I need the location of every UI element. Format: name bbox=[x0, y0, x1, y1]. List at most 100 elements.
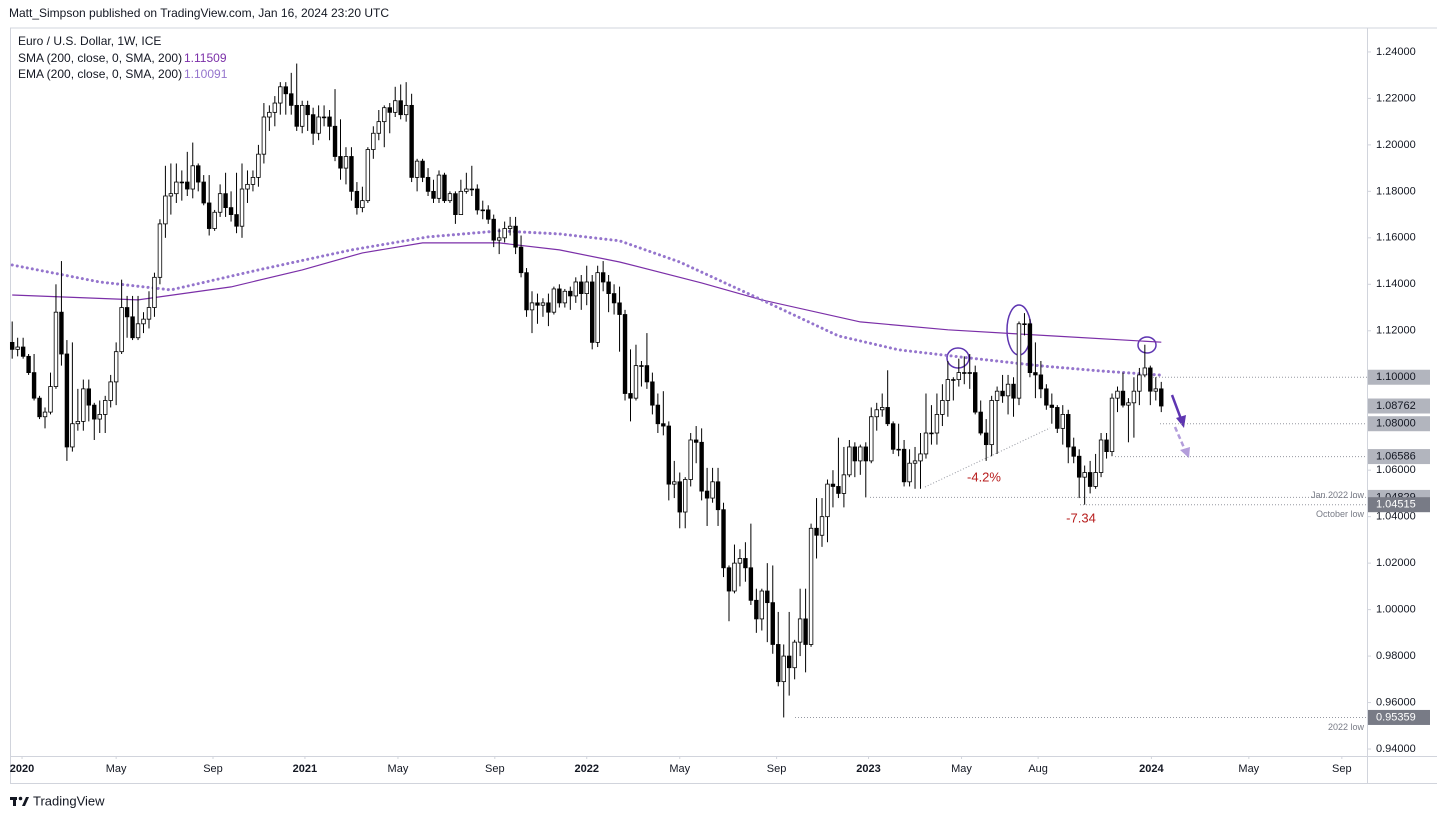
candle-body bbox=[393, 100, 398, 113]
y-tick-label: 0.94000 bbox=[1376, 743, 1416, 755]
y-tick-label: 0.96000 bbox=[1376, 696, 1416, 708]
candle-body bbox=[113, 351, 119, 383]
candle-body bbox=[1087, 472, 1093, 487]
candle-body bbox=[863, 446, 868, 462]
candle-body bbox=[721, 509, 726, 569]
legend-indicator: EMA (200, close, 0, SMA, 200) bbox=[18, 67, 182, 81]
candle-body bbox=[376, 121, 381, 134]
candle-body bbox=[97, 414, 102, 420]
y-tick-label: 1.04000 bbox=[1376, 511, 1416, 523]
indicator-line bbox=[12, 242, 1162, 343]
candle-body bbox=[693, 439, 699, 443]
level-note: October low bbox=[1316, 509, 1365, 519]
candle-body bbox=[64, 353, 70, 448]
candle-body bbox=[321, 116, 327, 119]
candle-body bbox=[310, 114, 316, 134]
candle-body bbox=[20, 346, 26, 357]
candle-body bbox=[1011, 383, 1016, 399]
candle-body bbox=[382, 107, 387, 123]
candle-body bbox=[732, 562, 737, 592]
candle-body bbox=[420, 160, 425, 178]
candle-body bbox=[234, 214, 239, 227]
candle-body bbox=[978, 411, 983, 434]
candle-body bbox=[267, 111, 272, 118]
candle-body bbox=[776, 644, 781, 683]
candle-body bbox=[786, 655, 792, 669]
y-tick-label: 1.22000 bbox=[1376, 92, 1416, 104]
candle-body bbox=[327, 116, 332, 127]
x-tick-label: May bbox=[388, 763, 409, 775]
y-tick-label: 0.98000 bbox=[1376, 650, 1416, 662]
candle-body bbox=[475, 188, 480, 211]
candle-body bbox=[994, 390, 1000, 401]
annotation: -7.34 bbox=[1066, 510, 1096, 525]
candle-body bbox=[792, 641, 797, 669]
candle-body bbox=[628, 393, 633, 399]
candle-body bbox=[502, 228, 507, 239]
candle-body bbox=[584, 281, 589, 294]
x-tick-label: 2021 bbox=[293, 763, 317, 775]
candle-body bbox=[715, 481, 721, 511]
price-label: 1.06586 bbox=[1376, 450, 1416, 462]
candle-body bbox=[146, 307, 152, 320]
candle-body bbox=[1022, 323, 1027, 326]
candle-body bbox=[901, 448, 907, 483]
candle-body bbox=[748, 567, 754, 601]
candle-body bbox=[1104, 439, 1109, 453]
candle-body bbox=[185, 181, 190, 190]
x-tick-label: Sep bbox=[485, 763, 505, 775]
candle-body bbox=[1076, 455, 1082, 478]
y-tick-label: 1.12000 bbox=[1376, 325, 1416, 337]
footer-logo bbox=[10, 796, 29, 806]
candle-body bbox=[464, 188, 469, 192]
candle-body bbox=[371, 132, 376, 150]
candle-body bbox=[1126, 402, 1131, 406]
candle-body bbox=[1148, 367, 1153, 392]
candle-body bbox=[704, 490, 710, 499]
candle-body bbox=[754, 599, 759, 620]
candle-body bbox=[157, 223, 163, 278]
candle-body bbox=[847, 446, 852, 476]
candle-body bbox=[672, 481, 677, 485]
candle-body bbox=[53, 311, 59, 387]
candle-body bbox=[1082, 472, 1087, 478]
candle-body bbox=[923, 432, 929, 455]
candle-body bbox=[759, 590, 765, 620]
candle-body bbox=[874, 409, 879, 418]
candle-body bbox=[294, 104, 299, 127]
candle-body bbox=[781, 655, 786, 683]
legend-indicator: SMA (200, close, 0, SMA, 200) bbox=[18, 51, 182, 65]
candle-body bbox=[436, 174, 442, 199]
candle-body bbox=[1049, 404, 1055, 408]
candle-body bbox=[639, 365, 644, 367]
price-label-box bbox=[1368, 369, 1430, 385]
candle-body bbox=[573, 281, 578, 297]
candle-body bbox=[1142, 367, 1148, 376]
price-label: 1.08762 bbox=[1376, 400, 1416, 412]
y-tick-label: 1.14000 bbox=[1376, 278, 1416, 290]
candle-body bbox=[1060, 414, 1065, 429]
candle-body bbox=[699, 441, 704, 492]
candle-body bbox=[797, 618, 803, 643]
candle-body bbox=[414, 160, 420, 178]
level-note: 2022 low bbox=[1328, 722, 1365, 732]
candle-body bbox=[962, 372, 967, 374]
candle-body bbox=[611, 293, 617, 304]
x-tick-label: May bbox=[106, 763, 127, 775]
candle-body bbox=[524, 272, 529, 311]
legend-value: 1.10091 bbox=[184, 67, 228, 81]
candle-body bbox=[770, 602, 775, 645]
candle-body bbox=[1000, 390, 1005, 397]
candle-body bbox=[803, 618, 808, 645]
candle-body bbox=[108, 381, 113, 401]
candle-body bbox=[119, 307, 124, 353]
candle-body bbox=[360, 200, 365, 209]
candle-body bbox=[409, 104, 414, 178]
candle-body bbox=[1093, 472, 1098, 487]
arrow-dashed bbox=[1173, 426, 1190, 458]
candle-body bbox=[858, 446, 863, 462]
candle-body bbox=[1038, 374, 1044, 390]
y-tick-label: 1.02000 bbox=[1376, 557, 1416, 569]
candle-body bbox=[825, 483, 830, 518]
